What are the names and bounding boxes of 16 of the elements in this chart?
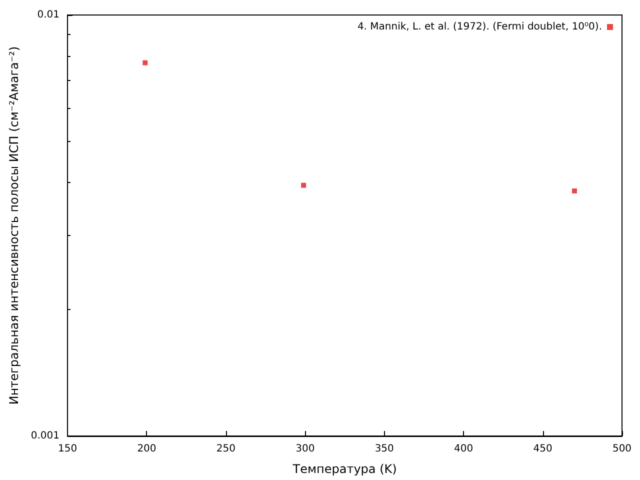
y-axis-title: Интегральная интенсивность полосы ИСП (cм⁻²Амага⁻²)	[7, 46, 21, 405]
legend-label: 4. Mannik, L. et al. (1972). (Fermi doublet, 10⁰0).	[357, 22, 602, 32]
point	[301, 182, 306, 188]
y-tick-label: 0.01	[37, 10, 60, 20]
point	[142, 60, 148, 66]
y-tick-label: 0.001	[30, 430, 60, 442]
x-tick-label: 150	[58, 444, 78, 454]
x-tick-label: 450	[533, 444, 552, 454]
point	[572, 188, 577, 194]
x-tick-label: 500	[612, 444, 632, 454]
x-tick-label: 400	[454, 444, 474, 454]
x-axis-title: Температура (K)	[292, 462, 397, 476]
x-tick-label: 250	[216, 444, 236, 454]
x-tick-label: 200	[137, 444, 156, 454]
x-tick-label: 350	[374, 444, 394, 454]
x-tick-label: 300	[296, 444, 315, 454]
